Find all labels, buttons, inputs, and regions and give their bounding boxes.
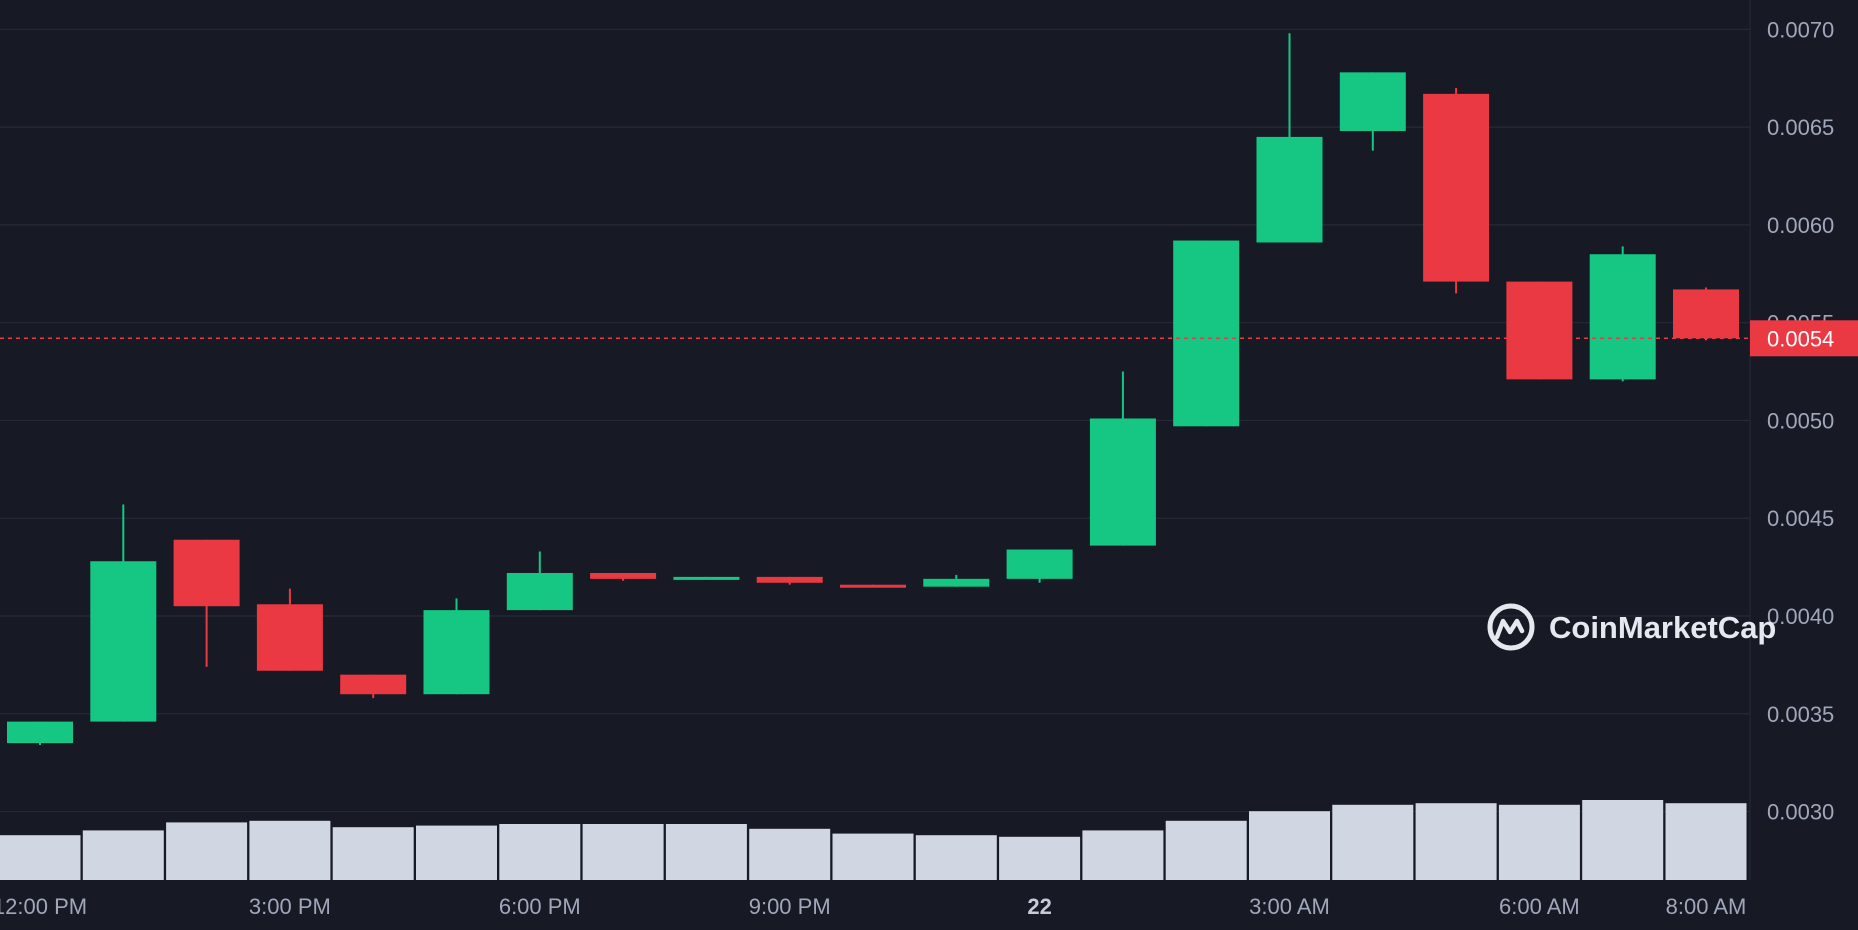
x-tick-label-5: 3:00 AM [1249, 894, 1330, 919]
candle-body-9 [756, 576, 823, 583]
volume-bar-16 [1332, 804, 1414, 880]
volume-bar-14 [1165, 820, 1247, 880]
x-axis-tick-labels: 12:00 PM 3:00 PM 6:00 PM 9:00 PM 22 3:00 AM 6:… [0, 894, 1746, 919]
candle-body-1 [90, 561, 157, 722]
candle-body-13 [1089, 418, 1156, 546]
volume-bar-12 [999, 836, 1081, 880]
candle-body-8 [673, 576, 740, 580]
volume-bar-18 [1498, 804, 1580, 880]
candle-body-7 [590, 572, 657, 579]
candle-body-6 [506, 572, 573, 611]
candle-body-18 [1506, 281, 1573, 380]
candle-body-11 [923, 578, 990, 587]
y-tick-label-8: 0.0030 [1767, 800, 1834, 825]
candle-body-5 [423, 610, 490, 695]
x-tick-label-4: 22 [1027, 894, 1051, 919]
candle-body-20 [1673, 289, 1739, 339]
candle-body-16 [1339, 72, 1406, 132]
y-tick-label-6: 0.0040 [1767, 604, 1834, 629]
volume-bar-0 [0, 835, 81, 880]
candle-body-0 [7, 721, 73, 744]
y-tick-label-4: 0.0050 [1767, 408, 1834, 433]
x-tick-label-7: 8:00 AM [1666, 894, 1747, 919]
volume-bar-3 [249, 820, 331, 880]
candle-body-19 [1589, 254, 1656, 380]
volume-bar-4 [332, 827, 414, 880]
volume-bars [0, 800, 1747, 880]
volume-bar-11 [915, 835, 997, 880]
candle-body-15 [1256, 136, 1323, 243]
candle-body-2 [173, 539, 240, 607]
volume-bar-8 [665, 824, 747, 880]
volume-bar-1 [82, 830, 164, 880]
volume-bar-13 [1082, 830, 1164, 880]
x-tick-label-3: 9:00 PM [749, 894, 831, 919]
coinmarketcap-logo-icon [1487, 603, 1535, 651]
current-price-label: 0.0054 [1767, 326, 1834, 351]
y-tick-label-5: 0.0045 [1767, 506, 1834, 531]
volume-bar-6 [499, 824, 581, 880]
candle-body-10 [840, 584, 906, 588]
volume-bar-5 [416, 825, 497, 880]
x-tick-label-6: 6:00 AM [1499, 894, 1580, 919]
current-price-badge [1750, 320, 1858, 357]
watermark: CoinMarketCap [1487, 603, 1776, 651]
watermark-text: CoinMarketCap [1549, 610, 1776, 645]
volume-bar-7 [582, 824, 664, 880]
current-price-indicator: 0.0054 [0, 320, 1858, 357]
volume-bar-2 [166, 822, 248, 880]
candle-body-14 [1173, 240, 1240, 427]
volume-bar-20 [1665, 803, 1747, 880]
candle-body-12 [1006, 549, 1073, 579]
candle-body-17 [1423, 93, 1490, 282]
volume-bar-19 [1582, 800, 1664, 880]
candle-body-4 [340, 674, 407, 695]
x-tick-label-1: 3:00 PM [249, 894, 331, 919]
x-tick-label-2: 6:00 PM [499, 894, 581, 919]
volume-bar-15 [1249, 811, 1330, 880]
candlesticks [7, 33, 1739, 746]
volume-bar-17 [1415, 803, 1497, 880]
y-tick-label-7: 0.0035 [1767, 702, 1834, 727]
candle-body-3 [256, 604, 323, 671]
volume-bar-9 [749, 828, 831, 880]
y-tick-label-0: 0.0070 [1767, 17, 1834, 42]
y-tick-label-1: 0.0065 [1767, 115, 1834, 140]
y-tick-label-2: 0.0060 [1767, 213, 1834, 238]
volume-bar-10 [832, 833, 914, 880]
y-axis-tick-labels: 0.00700.00650.00600.00550.00500.00450.00… [1767, 17, 1834, 824]
x-tick-label-0: 12:00 PM [0, 894, 87, 919]
